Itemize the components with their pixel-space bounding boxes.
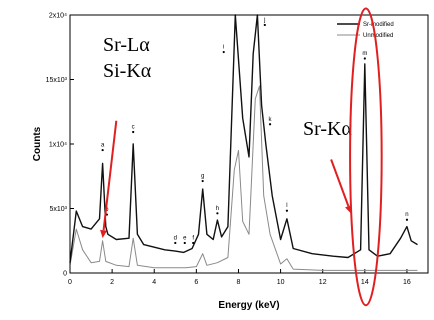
annotation-arrows bbox=[100, 120, 352, 239]
y-tick-label: 0 bbox=[63, 271, 67, 278]
series-line-sr-modified bbox=[69, 14, 418, 263]
peak-marker-l bbox=[285, 209, 289, 212]
x-tick-label: 6 bbox=[194, 279, 198, 286]
x-tick-label: 12 bbox=[319, 279, 327, 286]
peak-marker-f bbox=[192, 241, 195, 245]
tick-labels: 0 2 4 6 8 10 12 14 16 0 5x10³ 1x10⁴ 15x10³ 2x10⁴ bbox=[46, 13, 411, 287]
annotation-arrow-head bbox=[100, 229, 108, 239]
x-tick-label: 14 bbox=[361, 279, 369, 286]
peak-label-m: m bbox=[362, 51, 367, 57]
peak-marker-a bbox=[101, 148, 104, 152]
peak-label-d: d bbox=[174, 235, 177, 241]
peak-label-a: a bbox=[101, 143, 105, 149]
peak-marker-d bbox=[174, 241, 177, 245]
peak-marker-n bbox=[405, 218, 409, 221]
peak-label-c: c bbox=[132, 125, 135, 131]
peak-label-b: b bbox=[105, 207, 109, 213]
y-tick-label: 15x10³ bbox=[46, 77, 68, 84]
peak-label-l: l bbox=[286, 203, 287, 209]
peak-labels: a b c def g h i j k l m n bbox=[101, 17, 409, 245]
annotation-arrow-shaft bbox=[102, 120, 118, 231]
annotation-sr-la: Sr-Lα bbox=[103, 34, 150, 56]
x-tick-label: 16 bbox=[403, 279, 411, 286]
peak-label-h: h bbox=[216, 206, 219, 212]
x-tick-label: 2 bbox=[110, 279, 114, 286]
y-tick-label: 1x10⁴ bbox=[49, 142, 67, 149]
annotation-sr-ka: Sr-Kα bbox=[303, 118, 352, 140]
peak-label-k: k bbox=[269, 117, 273, 123]
legend: Sr-modified Unmodified bbox=[333, 16, 427, 42]
y-axis-title: Counts bbox=[32, 126, 43, 161]
x-tick-label: 10 bbox=[277, 279, 285, 286]
annotation-si-ka: Si-Kα bbox=[103, 60, 152, 82]
peak-marker-c bbox=[132, 130, 135, 134]
legend-label-sr-modified: Sr-modified bbox=[363, 22, 394, 28]
peak-marker-j bbox=[263, 23, 266, 27]
legend-label-unmodified: Unmodified bbox=[363, 33, 393, 39]
peak-label-i: i bbox=[223, 45, 224, 51]
peak-marker-g bbox=[201, 179, 204, 183]
peak-marker-k bbox=[268, 123, 272, 126]
peak-marker-m bbox=[363, 57, 366, 60]
y-tick-label: 5x10³ bbox=[49, 206, 67, 213]
annotation-arrow-shaft bbox=[330, 159, 350, 207]
x-axis-title: Energy (keV) bbox=[218, 300, 279, 311]
peak-label-n: n bbox=[405, 212, 408, 218]
x-tick-label: 0 bbox=[68, 279, 72, 286]
legend-box bbox=[333, 16, 427, 42]
peak-marker-h bbox=[216, 212, 219, 215]
peak-marker-i bbox=[222, 50, 225, 54]
annotation-arrow-head bbox=[345, 204, 352, 214]
x-tick-label: 4 bbox=[152, 279, 156, 286]
series-lines bbox=[69, 14, 418, 271]
x-tick-label: 8 bbox=[237, 279, 241, 286]
plot-frame bbox=[69, 14, 429, 274]
peak-label-e: e bbox=[183, 235, 187, 241]
y-tick-label: 2x10⁴ bbox=[49, 13, 67, 20]
peak-label-g: g bbox=[201, 174, 204, 180]
sr-ka-highlight-ellipse bbox=[349, 7, 383, 307]
peak-marker-e bbox=[183, 241, 186, 245]
peak-label-f: f bbox=[192, 235, 194, 241]
peak-label-j: j bbox=[263, 17, 265, 23]
series-line-unmodified bbox=[69, 85, 418, 271]
annotations: Sr-Lα Si-Kα Sr-Kα bbox=[103, 7, 383, 307]
